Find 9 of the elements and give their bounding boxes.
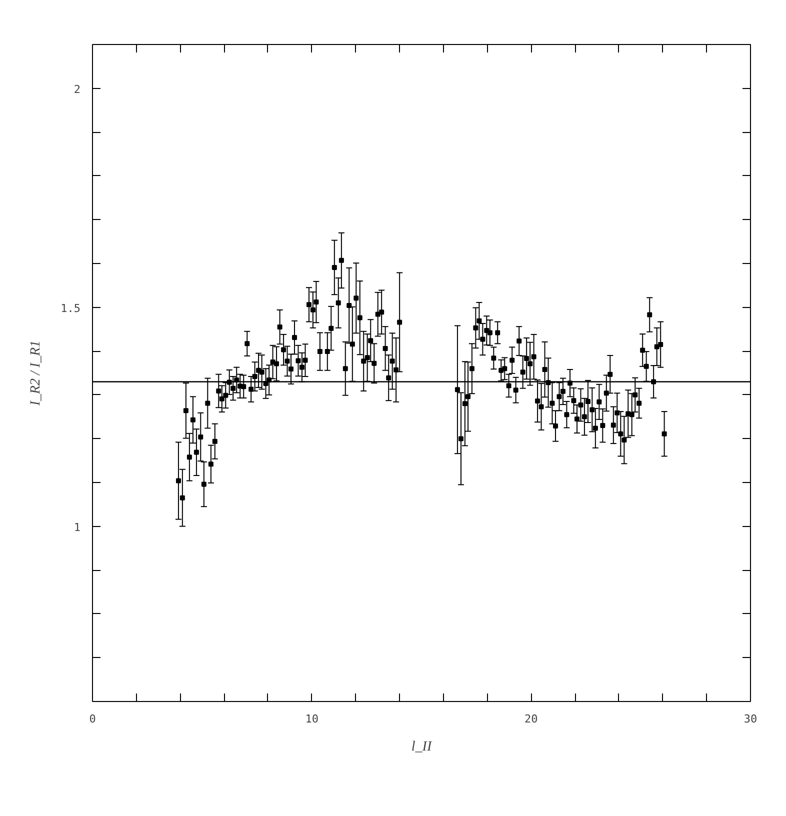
x-tick-label: 30 xyxy=(744,712,758,726)
x-tick-label: 0 xyxy=(89,712,96,726)
y-tick-label: 1.5 xyxy=(60,302,81,315)
x-tick-label: 20 xyxy=(524,712,538,726)
y-axis-title: I_R2 / I_R1 xyxy=(28,340,44,407)
y-tick-label: 1 xyxy=(74,520,80,534)
x-tick-label: 10 xyxy=(305,712,318,726)
y-tick-label: 2 xyxy=(74,82,80,96)
x-axis-title: l_II xyxy=(411,740,433,754)
